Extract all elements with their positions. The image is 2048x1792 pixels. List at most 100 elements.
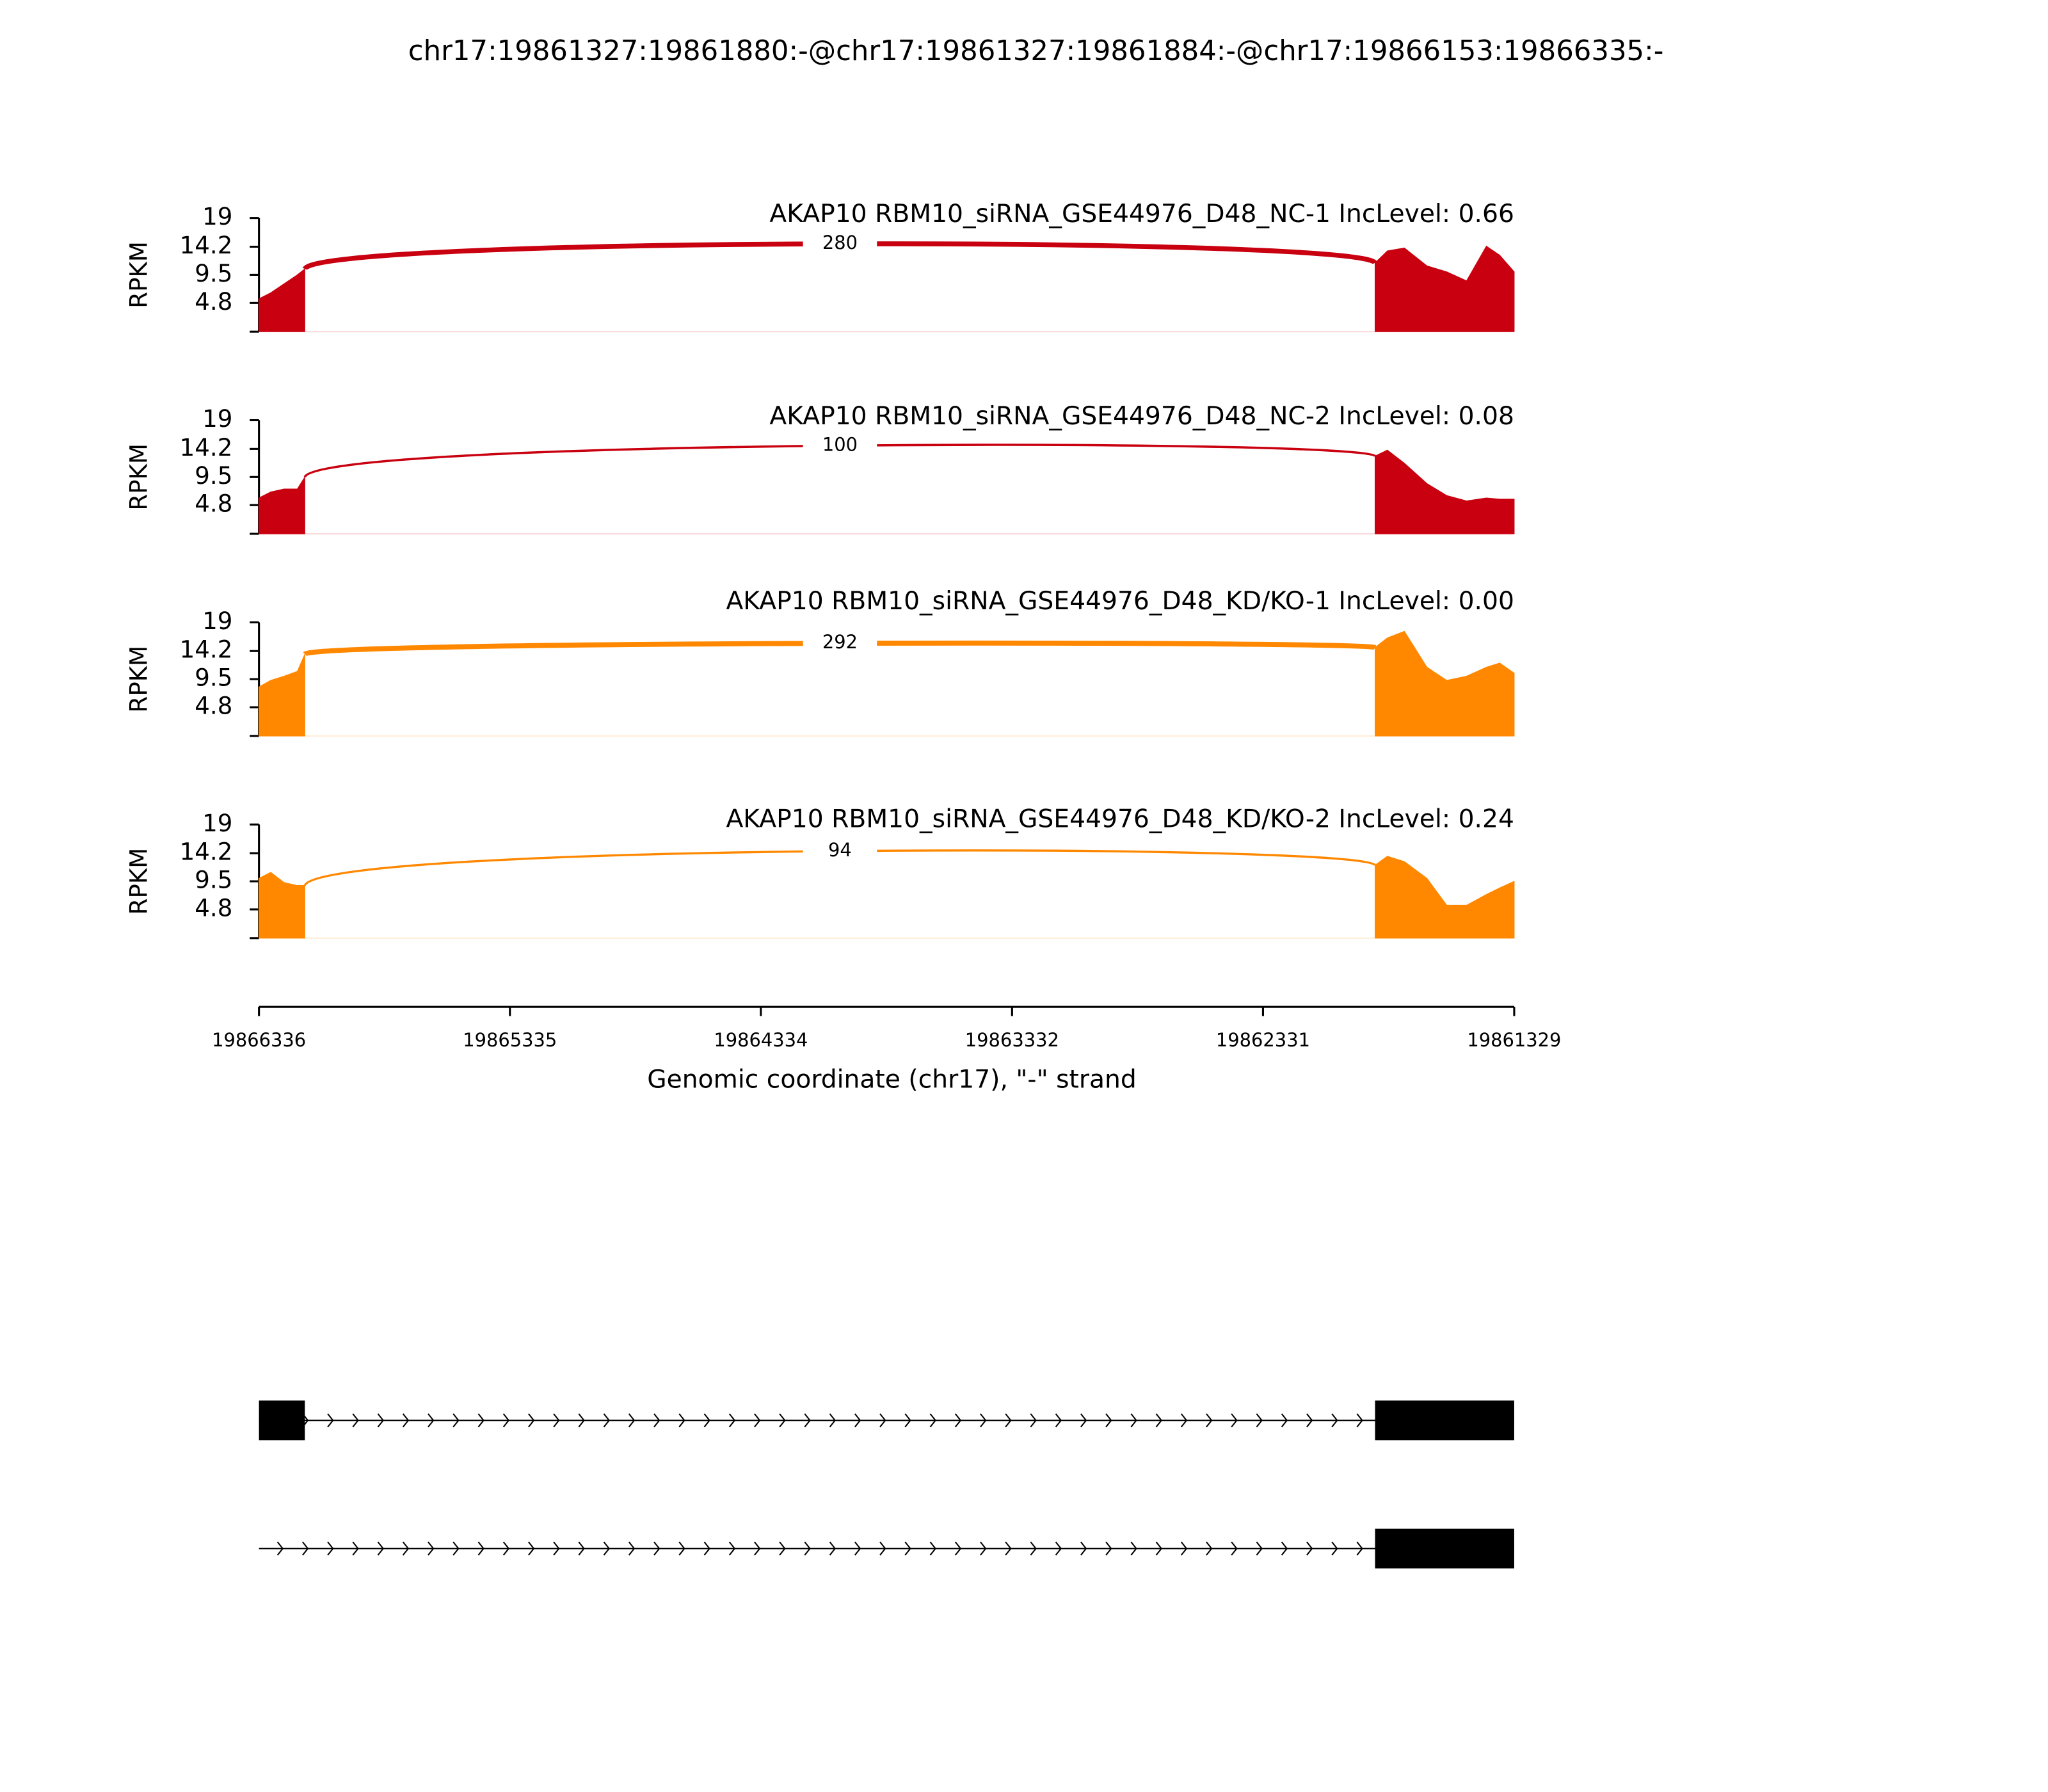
y-tick-label: 4.8 [195,692,232,720]
strand-chevron [703,1541,710,1556]
strand-chevron [929,1541,936,1556]
strand-chevron [1030,1541,1037,1556]
strand-chevron [954,1541,962,1556]
strand-chevron [327,1541,334,1556]
strand-chevron [1256,1541,1263,1556]
strand-chevron [502,1413,510,1428]
strand-chevron [528,1413,535,1428]
strand-chevron [1281,1541,1288,1556]
strand-chevron [628,1413,636,1428]
y-axis-label: RPKM [125,848,152,915]
strand-chevron [352,1541,359,1556]
strand-chevron [1256,1413,1263,1428]
y-axis-label: RPKM [125,444,152,511]
strand-chevron [779,1413,786,1428]
strand-chevron [703,1413,710,1428]
y-tick-label: 14.2 [180,838,233,866]
exon [1375,1528,1514,1569]
coverage-area [259,856,1515,939]
junction-label-bg [803,631,877,655]
strand-chevron [1080,1541,1087,1556]
strand-chevron [603,1413,611,1428]
strand-chevron [428,1541,435,1556]
track-label: AKAP10 RBM10_siRNA_GSE44976_D48_NC-2 Inc… [769,402,1514,431]
strand-chevron [653,1413,660,1428]
strand-chevron [1331,1541,1338,1556]
y-tick-label: 4.8 [195,490,232,518]
y-tick-label: 9.5 [195,867,232,894]
strand-chevron [854,1413,861,1428]
strand-chevron [1180,1413,1188,1428]
strand-chevron [653,1541,660,1556]
y-tick-label: 4.8 [195,288,232,316]
strand-chevron [528,1541,535,1556]
strand-chevron [477,1413,484,1428]
strand-chevron [502,1541,510,1556]
x-tick-label: 19865335 [463,1029,557,1051]
strand-chevron [1206,1541,1213,1556]
strand-chevron [1005,1541,1012,1556]
x-tick-label: 19862331 [1216,1029,1310,1051]
strand-chevron [628,1541,636,1556]
junction-count: 100 [822,433,858,455]
strand-chevron [428,1413,435,1428]
strand-chevron [1306,1541,1313,1556]
strand-chevron [1206,1413,1213,1428]
strand-chevron [1180,1541,1188,1556]
strand-chevron [1281,1413,1288,1428]
strand-chevron [1080,1413,1087,1428]
coverage-area [259,245,1515,332]
track-label: AKAP10 RBM10_siRNA_GSE44976_D48_KD/KO-2 … [726,805,1514,834]
coverage-area [259,449,1515,534]
strand-chevron [276,1541,284,1556]
strand-chevron [728,1413,736,1428]
strand-chevron [402,1541,410,1556]
track-label: AKAP10 RBM10_siRNA_GSE44976_D48_NC-1 Inc… [769,200,1514,228]
junction-label-bg [803,232,877,256]
strand-chevron [954,1413,962,1428]
strand-chevron [1055,1541,1062,1556]
junction-count: 292 [822,631,858,653]
strand-chevron [678,1541,685,1556]
y-tick-label: 14.2 [180,232,233,259]
strand-chevron [1306,1413,1313,1428]
strand-chevron [553,1413,560,1428]
strand-chevron [904,1541,911,1556]
strand-chevron [1030,1413,1037,1428]
strand-chevron [980,1413,987,1428]
strand-chevron [477,1541,484,1556]
x-tick-label: 19864334 [714,1029,808,1051]
strand-chevron [929,1413,936,1428]
strand-chevron [879,1541,886,1556]
y-tick-label: 9.5 [195,260,232,287]
strand-chevron [452,1413,460,1428]
y-tick-label: 19 [202,607,232,635]
strand-chevron [678,1413,685,1428]
exon [1375,1400,1514,1441]
strand-chevron [1055,1413,1062,1428]
strand-chevron [754,1541,761,1556]
strand-chevron [352,1413,359,1428]
strand-chevron [1231,1413,1238,1428]
strand-chevron [1155,1541,1163,1556]
strand-chevron [327,1413,334,1428]
junction-label-bg [803,839,877,863]
strand-chevron [603,1541,611,1556]
y-tick-label: 19 [202,203,232,230]
strand-chevron [779,1541,786,1556]
strand-chevron [829,1413,836,1428]
strand-chevron [854,1541,861,1556]
strand-chevron [804,1541,811,1556]
strand-chevron [377,1541,385,1556]
strand-chevron [754,1413,761,1428]
strand-chevron [1105,1541,1112,1556]
strand-chevron [1130,1541,1137,1556]
track-label: AKAP10 RBM10_siRNA_GSE44976_D48_KD/KO-1 … [726,587,1514,616]
strand-chevron [1105,1413,1112,1428]
x-tick-label: 19866336 [212,1029,306,1051]
junction-label-bg [803,433,877,458]
junction-count: 280 [822,232,858,253]
strand-chevron [1356,1541,1363,1556]
strand-chevron [1130,1413,1137,1428]
